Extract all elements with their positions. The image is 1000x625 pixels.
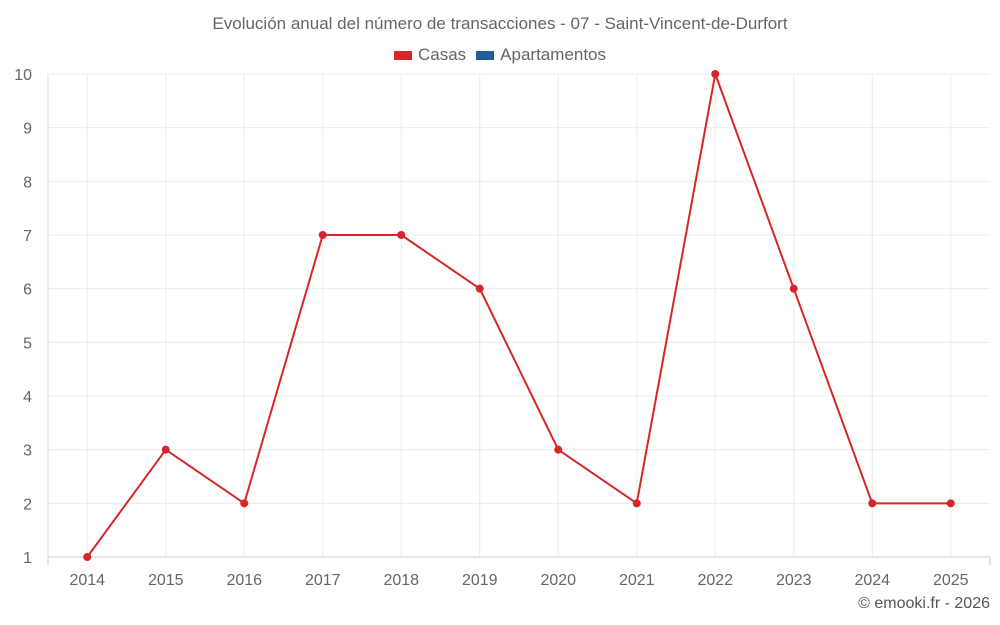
x-tick-label: 2015 <box>148 572 184 589</box>
legend-item-apartamentos[interactable]: Apartamentos <box>476 45 606 65</box>
data-point <box>632 499 641 508</box>
series-line-casas <box>86 73 951 558</box>
legend: Casas Apartamentos <box>0 45 1000 65</box>
x-tick-label: 2025 <box>933 572 969 589</box>
data-point <box>240 499 249 508</box>
y-tick-label: 2 <box>23 496 32 513</box>
credit: © emooki.fr - 2026 <box>858 595 990 612</box>
x-tick-label: 2018 <box>383 572 419 589</box>
y-tick-label: 8 <box>23 174 32 191</box>
data-point <box>83 553 92 561</box>
legend-label-apartamentos: Apartamentos <box>500 45 607 64</box>
series-casas <box>83 70 955 561</box>
x-tick-label: 2020 <box>540 572 576 589</box>
y-tick-label: 3 <box>23 443 32 460</box>
x-tick-label: 2024 <box>854 572 890 589</box>
y-tick-label: 7 <box>23 228 32 245</box>
legend-swatch-apartamentos <box>476 50 495 60</box>
data-point <box>475 284 484 293</box>
y-tick-label: 4 <box>23 389 32 406</box>
legend-label-casas: Casas <box>417 45 467 64</box>
data-point <box>554 445 563 454</box>
y-tick-label: 1 <box>23 550 32 567</box>
x-tick-label: 2021 <box>619 572 655 589</box>
x-tick-label: 2023 <box>776 572 812 589</box>
x-tick-label: 2016 <box>226 572 262 589</box>
x-axis-labels: 2014 2015 2016 2017 2018 2019 2020 2021 2022 2023… <box>69 572 968 589</box>
legend-item-casas[interactable]: Casas <box>393 45 467 65</box>
data-point <box>946 499 955 508</box>
y-tick-label: 10 <box>14 67 32 84</box>
data-point <box>789 284 798 293</box>
axes <box>47 74 991 565</box>
data-point <box>397 231 406 239</box>
y-tick-label: 9 <box>23 121 32 138</box>
x-tick-label: 2014 <box>69 572 105 589</box>
chart-title: Evolución anual del número de transaccio… <box>212 14 788 33</box>
grid <box>48 73 990 558</box>
data-point <box>711 70 720 78</box>
y-axis-labels: 1 2 3 4 5 6 7 8 9 10 <box>14 67 32 567</box>
x-tick-label: 2022 <box>697 572 733 589</box>
x-tick-label: 2019 <box>462 572 498 589</box>
y-tick-label: 5 <box>23 335 32 352</box>
y-tick-label: 6 <box>23 282 32 299</box>
data-point <box>161 445 170 454</box>
data-point <box>318 231 327 239</box>
legend-swatch-casas <box>393 50 412 60</box>
data-point <box>868 499 877 508</box>
x-tick-label: 2017 <box>305 572 341 589</box>
